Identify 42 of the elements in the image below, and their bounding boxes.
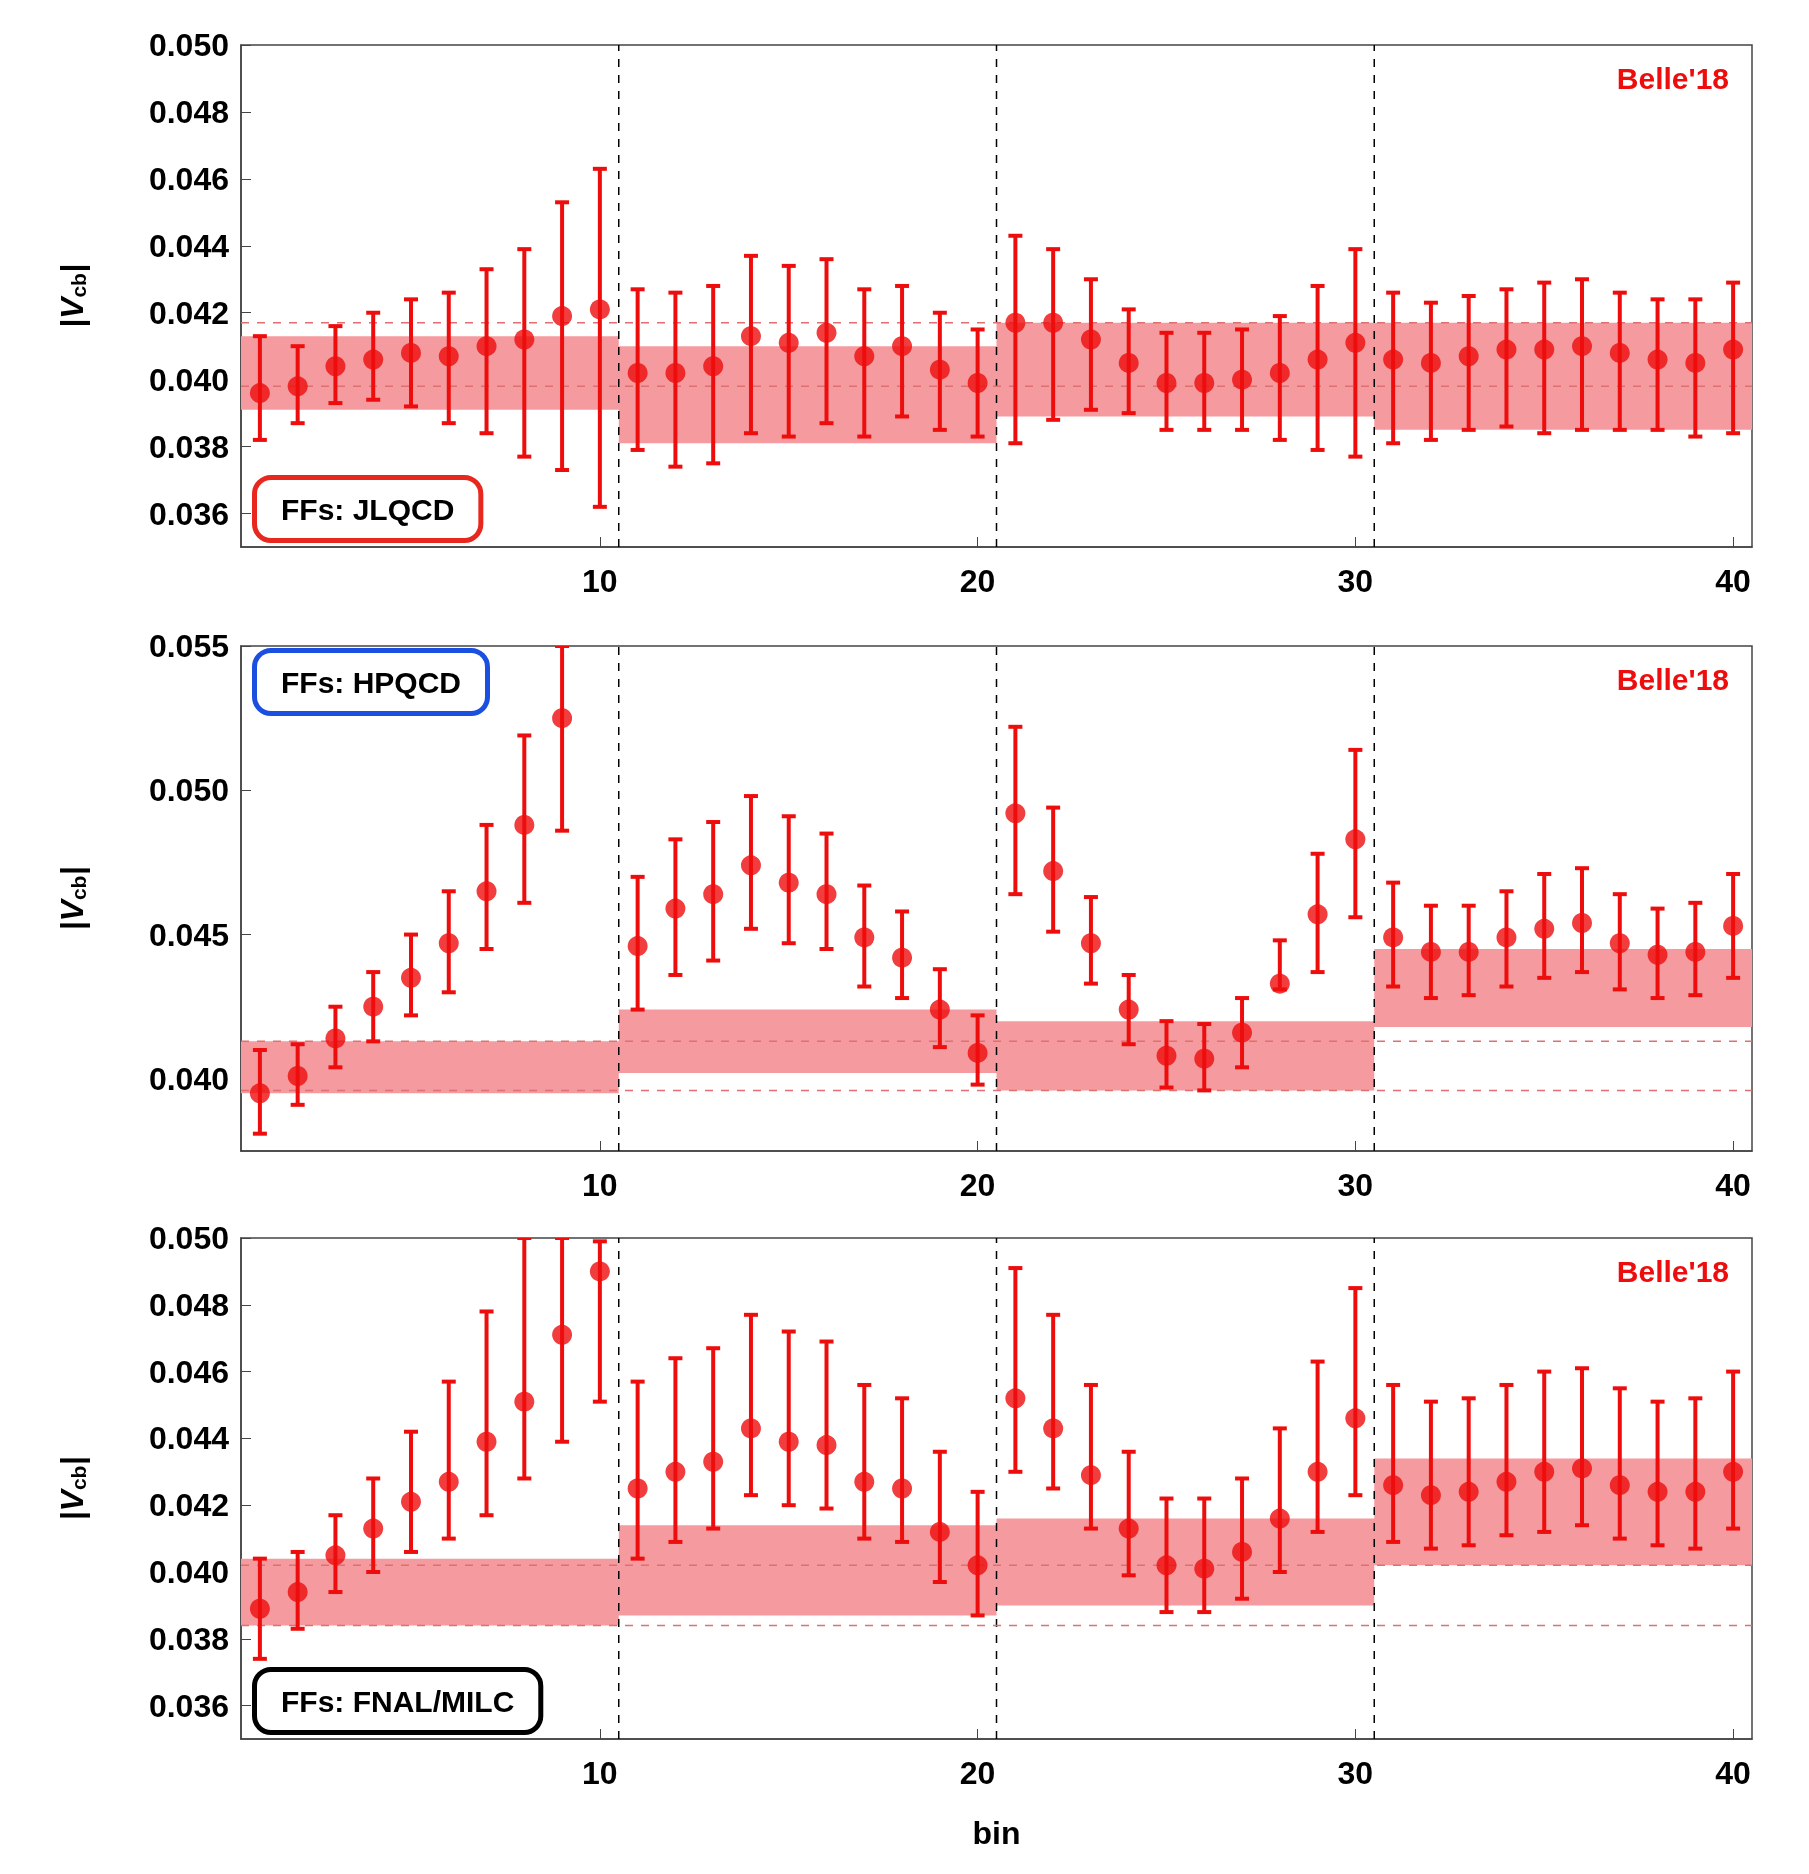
text: Belle'18: [1616, 1254, 1730, 1288]
y-tick-label: 0.046: [148, 160, 229, 197]
x-tick-label: 20: [959, 563, 996, 599]
x-tick-label: 10: [582, 1167, 618, 1203]
x-tick-label: 10: [582, 1755, 618, 1791]
y-axis-title: |Vcb|: [53, 264, 90, 328]
x-tick-label: 30: [1337, 563, 1374, 599]
y-tick-label: 0.045: [148, 916, 229, 953]
y-tick-label: 0.038: [148, 428, 229, 465]
y-tick-label: 0.050: [148, 27, 229, 63]
y-tick-label: 0.050: [148, 1220, 229, 1256]
x-tick-label: 10: [582, 563, 618, 599]
y-tick-label: 0.038: [148, 1620, 229, 1657]
x-tick-label: 30: [1337, 1755, 1374, 1791]
x-tick-label: 20: [959, 1167, 996, 1203]
y-tick-label: 0.040: [148, 1554, 229, 1590]
y-tick-label: 0.046: [148, 1353, 229, 1390]
x-tick-label: 30: [1337, 1167, 1374, 1203]
y-tick-label: 0.036: [148, 495, 229, 532]
x-tick-label: 40: [1715, 1167, 1751, 1203]
y-tick-label: 0.048: [148, 1286, 229, 1323]
y-tick-label: 0.040: [148, 361, 229, 398]
y-axis-title: |Vcb|: [53, 866, 90, 931]
x-axis-title: bin: [972, 1815, 1021, 1851]
annotation: FFs: HPQCD: [281, 665, 461, 699]
y-tick-label: 0.048: [148, 93, 229, 130]
y-tick-label: 0.042: [148, 1487, 229, 1524]
x-tick-label: 40: [1715, 563, 1751, 599]
x-tick-label: 20: [959, 1755, 996, 1791]
y-tick-label: 0.042: [148, 294, 229, 331]
y-tick-label: 0.044: [148, 227, 230, 264]
x-tick-label: 40: [1715, 1755, 1751, 1791]
y-tick-label: 0.050: [148, 772, 229, 809]
annotation: FFs: FNAL/MILC: [281, 1684, 515, 1718]
y-axis-title: |Vcb|: [53, 1456, 90, 1521]
y-tick-label: 0.055: [148, 628, 229, 664]
annotation: FFs: JLQCD: [281, 492, 455, 526]
y-tick-label: 0.040: [148, 1060, 229, 1097]
y-tick-label: 0.036: [148, 1687, 229, 1724]
y-tick-label: 0.044: [148, 1420, 230, 1457]
text: Belle'18: [1616, 662, 1730, 696]
text: Belle'18: [1616, 61, 1730, 95]
